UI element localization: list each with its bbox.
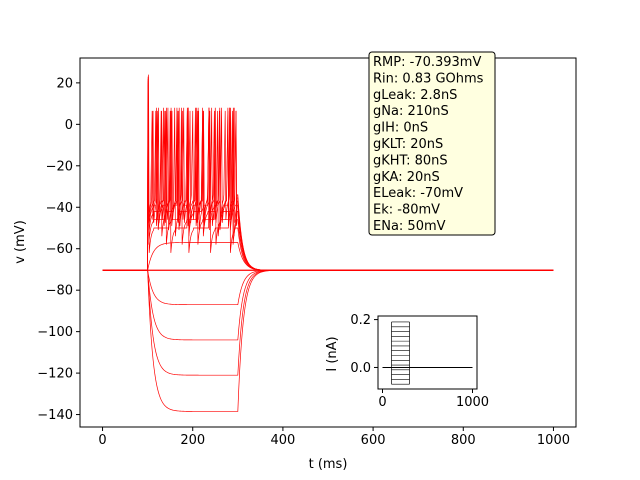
main-x-axis-label: t (ms) <box>309 457 348 472</box>
inset-x-tick-label: 1000 <box>456 395 489 410</box>
info-box-line: gKA: 20nS <box>373 170 440 185</box>
y-tick-label: −40 <box>46 201 73 216</box>
info-box-background <box>368 51 496 236</box>
y-tick-label: 0 <box>65 118 73 133</box>
info-box-line: ELeak: -70mV <box>373 186 463 201</box>
y-tick-label: −60 <box>46 242 73 257</box>
info-box-line: ENa: 50mV <box>373 219 446 234</box>
info-box-line: gNa: 210nS <box>373 104 449 119</box>
x-tick-label: 0 <box>98 433 106 448</box>
info-box-line: gLeak: 2.8nS <box>373 88 457 103</box>
x-tick-label: 400 <box>270 433 295 448</box>
voltage-traces <box>102 74 554 412</box>
inset-y-tick-label: 0.0 <box>350 361 371 376</box>
y-tick-label: −80 <box>46 284 73 299</box>
inset-y-axis-label: I (nA) <box>325 336 340 371</box>
y-tick-label: 20 <box>56 76 73 91</box>
main-y-axis-label: v (mV) <box>13 220 28 264</box>
main-x-ticks: 0 200 400 600 800 1000 <box>98 427 570 448</box>
main-y-ticks: −140 −120 −100 −80 −60 −40 −20 0 20 <box>37 76 80 423</box>
y-tick-label: −120 <box>37 367 73 382</box>
info-box-line: gKLT: 20nS <box>373 137 443 152</box>
main-axes: 0 200 400 600 800 1000 −140−120−100−80−60−40−… <box>13 57 577 472</box>
y-tick-label: −140 <box>37 408 73 423</box>
inset-x-tick-label: 0 <box>378 395 386 410</box>
current-traces <box>382 321 473 385</box>
main-axes-frame <box>79 57 577 428</box>
x-tick-label: 800 <box>451 433 476 448</box>
x-tick-label: 200 <box>180 433 205 448</box>
info-box-line: gKHT: 80nS <box>373 153 448 168</box>
info-box-line: Ek: -80mV <box>373 203 440 218</box>
inset-axes: 0 1000 0.0 0.2 I (nA) <box>325 313 489 410</box>
info-box-line: RMP: -70.393mV <box>373 55 481 70</box>
inset-axes-frame <box>377 315 478 390</box>
info-box-line: gIH: 0nS <box>373 121 428 136</box>
x-tick-label: 1000 <box>537 433 570 448</box>
info-box-line: Rin: 0.83 GOhms <box>373 71 484 86</box>
x-tick-label: 600 <box>361 433 386 448</box>
inset-x-ticks: 0 1000 <box>378 389 489 410</box>
y-tick-label: −100 <box>37 325 73 340</box>
y-tick-label: −20 <box>46 159 73 174</box>
inset-y-ticks: 0.0 0.2 <box>350 313 378 376</box>
inset-y-tick-label: 0.2 <box>350 313 371 328</box>
inset-background <box>378 316 477 389</box>
